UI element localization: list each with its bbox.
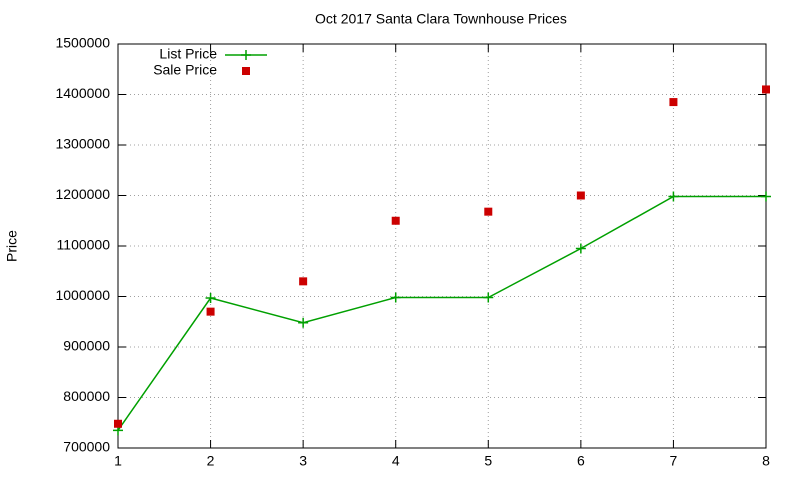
y-tick-label: 1100000 <box>57 237 111 253</box>
x-tick-label: 2 <box>207 453 215 469</box>
series-line <box>117 195 766 431</box>
point <box>299 277 308 286</box>
legend-swatch <box>241 50 251 60</box>
point <box>390 292 401 303</box>
y-tick-label: 1200000 <box>55 186 110 202</box>
chart-title: Oct 2017 Santa Clara Townhouse Prices <box>315 11 567 27</box>
y-axis-label: Price <box>4 230 20 262</box>
point <box>576 191 585 200</box>
y-tick-label: 1300000 <box>55 136 110 152</box>
y-tick-label: 900000 <box>63 338 110 354</box>
y-tick-label: 800000 <box>63 388 110 404</box>
y-tick-label: 1500000 <box>55 35 110 51</box>
legend-label: Sale Price <box>153 62 217 78</box>
y-tick-label: 1000000 <box>55 287 110 303</box>
x-tick-label: 5 <box>484 453 492 469</box>
point <box>668 191 679 202</box>
x-tick-label: 3 <box>299 453 307 469</box>
point <box>114 419 122 428</box>
x-tick-label: 7 <box>670 453 678 469</box>
y-tick-label: 700000 <box>63 439 110 455</box>
x-tick-label: 1 <box>114 453 122 469</box>
point <box>206 307 215 316</box>
point <box>669 98 678 107</box>
x-tick-label: 8 <box>762 453 770 469</box>
y-tick-label: 1400000 <box>55 85 110 101</box>
point <box>298 317 309 328</box>
legend-swatch <box>242 67 250 75</box>
plot-border <box>117 43 767 449</box>
point <box>205 293 216 304</box>
legend-label: List Price <box>159 46 217 62</box>
point <box>575 243 586 254</box>
point <box>483 292 494 303</box>
point <box>761 191 771 202</box>
point <box>391 216 400 225</box>
point <box>484 207 493 216</box>
x-tick-label: 4 <box>392 453 400 469</box>
x-tick-label: 6 <box>577 453 585 469</box>
point <box>762 85 770 94</box>
